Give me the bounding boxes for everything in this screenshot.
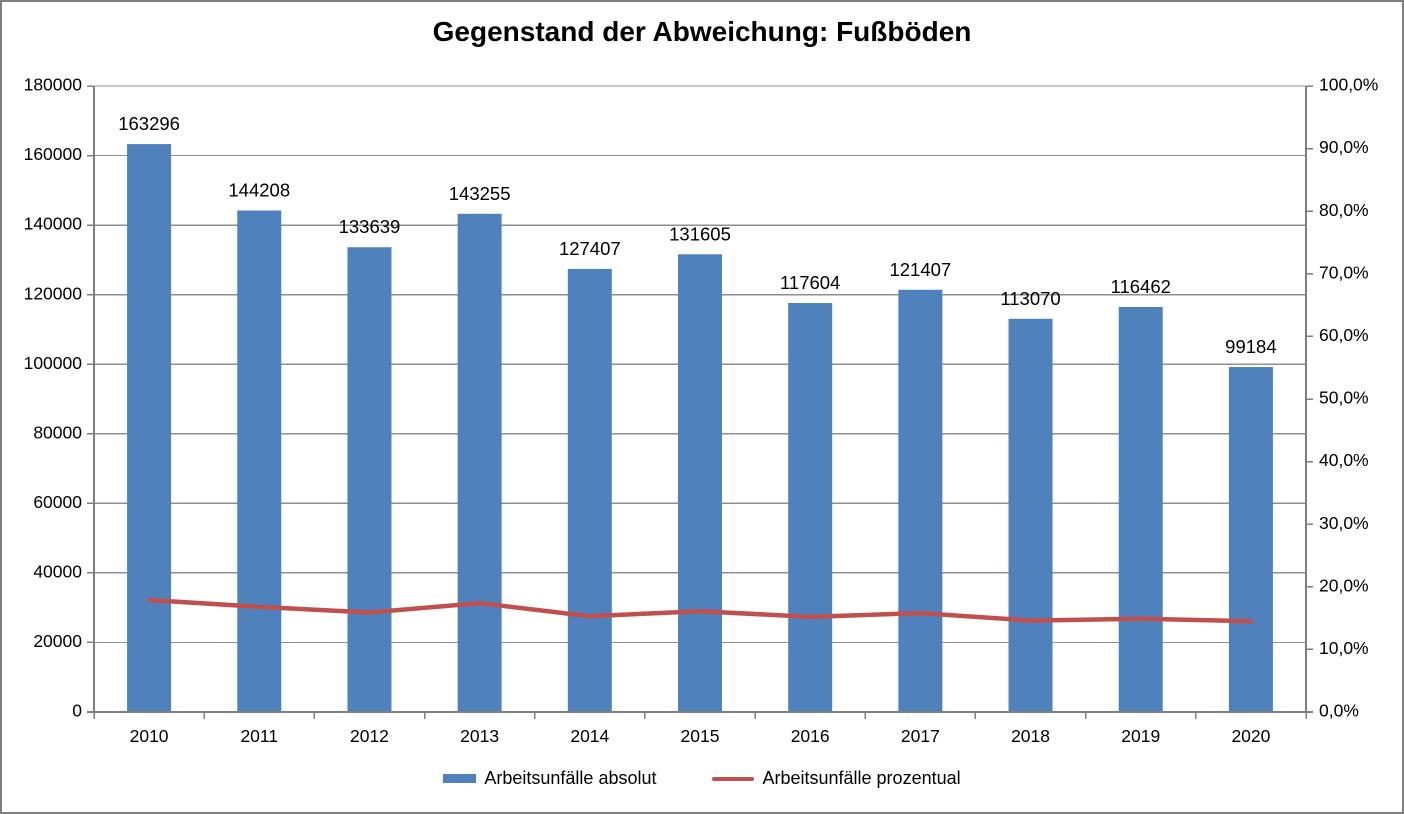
- left-axis-tick-label: 20000: [33, 631, 82, 651]
- bar-2018: [1008, 318, 1053, 712]
- left-axis-tick-label: 80000: [33, 422, 82, 442]
- right-axis-tick-label: 70,0%: [1319, 262, 1369, 282]
- bar-2020: [1228, 367, 1273, 712]
- bar-value-label-2014: 127407: [559, 238, 621, 259]
- right-axis-tick-label: 50,0%: [1319, 388, 1369, 408]
- left-axis-tick-label: 40000: [33, 562, 82, 582]
- x-axis-label-2020: 2020: [1231, 726, 1270, 746]
- x-axis-label-2018: 2018: [1011, 726, 1050, 746]
- left-axis-tick-label: 180000: [24, 75, 83, 95]
- left-axis-tick-label: 0: [72, 701, 82, 721]
- bar-2013: [457, 213, 502, 712]
- x-axis-label-2010: 2010: [130, 726, 169, 746]
- bar-2017: [898, 289, 943, 712]
- bar-value-label-2011: 144208: [228, 179, 290, 200]
- bar-2011: [237, 210, 282, 712]
- bar-2016: [788, 302, 833, 712]
- chart-title: Gegenstand der Abweichung: Fußböden: [432, 16, 972, 47]
- legend-item-prozentual: Arbeitsunfälle prozentual: [712, 768, 961, 789]
- bar-value-label-2013: 143255: [449, 183, 511, 204]
- right-axis-tick-label: 100,0%: [1319, 75, 1378, 95]
- bar-2015: [678, 254, 722, 712]
- bar-value-label-2015: 131605: [669, 223, 731, 244]
- bar-2014: [567, 268, 612, 712]
- left-axis-tick-label: 120000: [24, 283, 83, 303]
- legend-item-absolut: Arbeitsunfälle absolut: [443, 768, 656, 789]
- left-axis-tick-label: 100000: [24, 353, 83, 373]
- right-axis-tick-label: 30,0%: [1319, 513, 1369, 533]
- legend-label-absolut: Arbeitsunfälle absolut: [484, 768, 657, 788]
- bar-2012: [347, 247, 392, 712]
- right-axis-tick-label: 0,0%: [1319, 701, 1359, 721]
- x-axis-label-2013: 2013: [460, 726, 499, 746]
- series-line-prozentual: [146, 597, 1254, 624]
- right-axis-tick-label: 20,0%: [1319, 575, 1369, 595]
- bar-value-label-2020: 99184: [1225, 336, 1276, 357]
- x-axis-label-2017: 2017: [901, 726, 940, 746]
- x-axis-label-2019: 2019: [1121, 726, 1160, 746]
- left-axis-tick-label: 140000: [24, 214, 83, 234]
- legend-bar-swatch-icon: [443, 774, 477, 783]
- x-axis-label-2016: 2016: [791, 726, 830, 746]
- right-axis-tick-label: 60,0%: [1319, 325, 1369, 345]
- bar-value-label-2016: 117604: [780, 272, 840, 293]
- bar-2019: [1118, 306, 1163, 712]
- bar-value-label-2012: 133639: [339, 216, 401, 237]
- x-axis-label-2011: 2011: [240, 726, 278, 746]
- x-axis-label-2012: 2012: [350, 726, 389, 746]
- right-axis-tick-label: 80,0%: [1319, 200, 1369, 220]
- x-axis-label-2015: 2015: [681, 726, 720, 746]
- legend-line-swatch-icon: [712, 776, 755, 781]
- bar-value-label-2019: 116462: [1111, 276, 1171, 297]
- bar-value-label-2010: 163296: [118, 113, 180, 134]
- chart-legend: Arbeitsunfälle absolut Arbeitsunfälle pr…: [2, 768, 1402, 789]
- x-axis-label-2014: 2014: [570, 726, 609, 746]
- bar-value-label-2017: 121407: [889, 259, 951, 280]
- bar-value-label-2018: 113070: [1000, 288, 1060, 309]
- right-axis-tick-label: 10,0%: [1319, 638, 1369, 658]
- right-axis-tick-label: 40,0%: [1319, 450, 1369, 470]
- legend-label-prozentual: Arbeitsunfälle prozentual: [762, 768, 961, 788]
- left-axis-tick-label: 160000: [24, 144, 83, 164]
- left-axis-tick-label: 60000: [33, 492, 82, 512]
- bar-2010: [127, 144, 172, 713]
- right-axis-tick-label: 90,0%: [1319, 137, 1369, 157]
